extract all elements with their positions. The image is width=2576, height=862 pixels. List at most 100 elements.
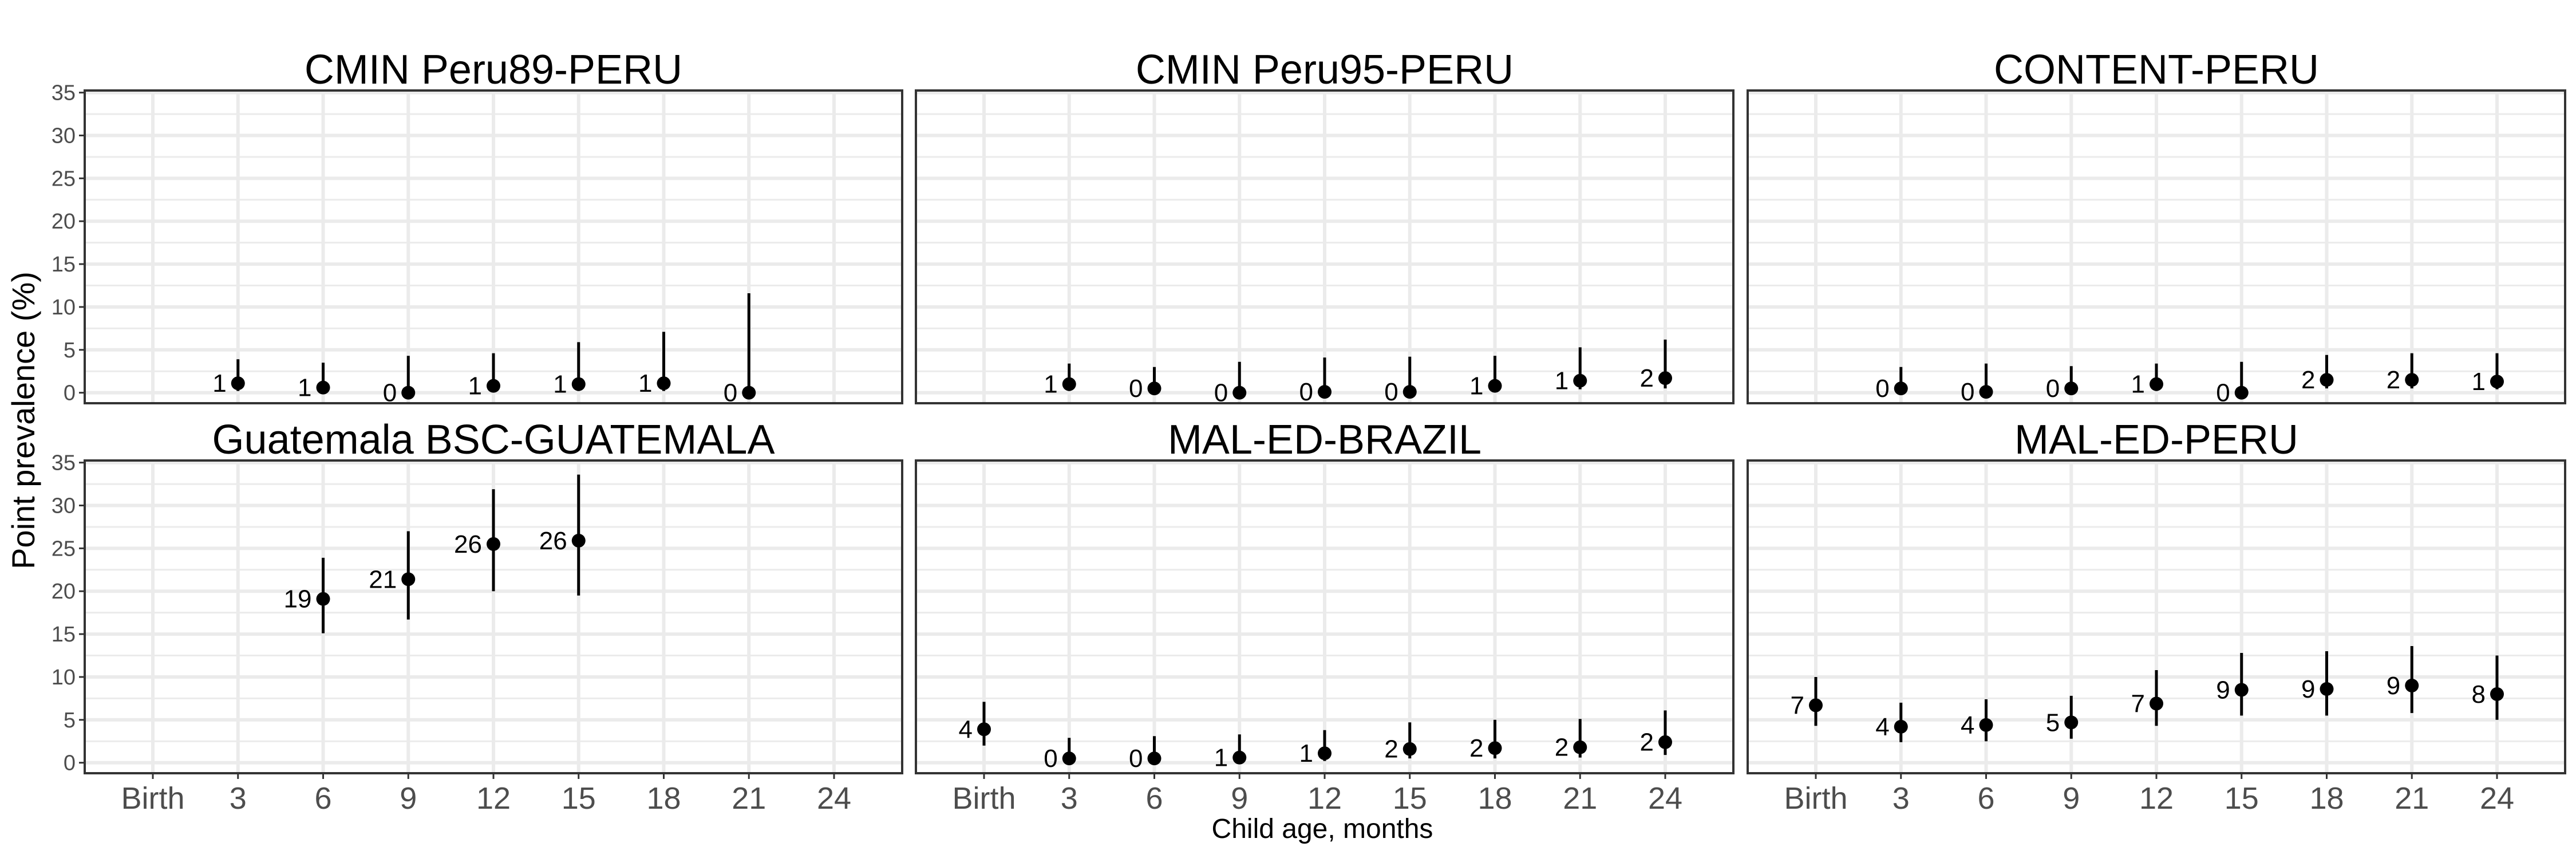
facet-panel: Guatemala BSC-GUATEMALA 0 5 10 15 20 25 30 35 Bir… <box>52 417 903 816</box>
y-tick-label: 5 <box>64 709 76 733</box>
data-point <box>1658 735 1672 749</box>
data-point <box>977 722 991 737</box>
x-tick-label: Birth <box>952 781 1016 816</box>
x-tick-label: 24 <box>817 781 851 816</box>
data-label: 7 <box>1791 691 1804 719</box>
data-label: 8 <box>2472 680 2486 709</box>
panel-title: CMIN Peru89-PERU <box>305 47 682 93</box>
data-label: 4 <box>959 715 973 743</box>
data-point <box>2064 381 2079 396</box>
panel-title: Guatemala BSC-GUATEMALA <box>212 417 775 463</box>
x-tick-label: 3 <box>1061 781 1078 816</box>
data-label: 1 <box>553 371 567 399</box>
data-label: 0 <box>1044 745 1057 773</box>
data-label: 0 <box>1129 745 1143 773</box>
data-point <box>1573 373 1587 388</box>
data-label: 26 <box>454 530 482 558</box>
x-tick-label: 24 <box>1648 781 1682 816</box>
data-point <box>1488 379 1502 393</box>
data-label: 0 <box>2216 379 2230 407</box>
data-label: 2 <box>1555 734 1568 762</box>
data-label: 5 <box>2046 709 2060 737</box>
data-label: 4 <box>1961 711 1974 739</box>
x-tick-label: 12 <box>1307 781 1342 816</box>
data-point <box>1402 742 1417 756</box>
y-tick-label: 35 <box>52 451 76 475</box>
y-tick-label: 10 <box>52 296 76 320</box>
data-point <box>1488 741 1502 755</box>
data-label: 26 <box>539 527 567 555</box>
x-axis-title: Child age, months <box>1212 814 1433 844</box>
y-tick-label: 25 <box>52 167 76 191</box>
data-point <box>1894 381 1908 396</box>
data-point <box>2150 377 2163 391</box>
x-tick-label: 3 <box>1893 781 1910 816</box>
data-label: 1 <box>298 374 311 402</box>
panel-border <box>84 89 903 404</box>
panel-title: CMIN Peru95-PERU <box>1136 47 1514 93</box>
y-tick-label: 30 <box>52 124 76 148</box>
data-label: 0 <box>1875 375 1889 403</box>
data-point <box>1318 385 1332 399</box>
data-point <box>2150 696 2163 711</box>
y-tick-label: 0 <box>64 381 76 406</box>
x-tick-label: 18 <box>1477 781 1512 816</box>
data-label: 21 <box>369 565 397 593</box>
data-point <box>1402 385 1417 399</box>
data-point <box>1809 698 1823 713</box>
data-point <box>571 533 586 548</box>
data-point <box>2234 683 2249 697</box>
data-label: 1 <box>1299 739 1313 767</box>
data-label: 2 <box>2301 366 2315 394</box>
data-label: 2 <box>1469 734 1483 762</box>
data-label: 9 <box>2387 672 2400 700</box>
facet-panel: CONTENT-PERU 0 0 0 1 0 2 2 1 <box>1747 47 2566 407</box>
x-tick-label: 15 <box>1393 781 1427 816</box>
data-point <box>1062 751 1076 766</box>
data-point <box>2064 715 2079 730</box>
data-point <box>571 377 586 391</box>
data-label: 7 <box>2131 690 2145 718</box>
panel-border <box>1747 89 2566 404</box>
data-point <box>742 385 756 400</box>
x-tick-label: 9 <box>400 781 417 816</box>
x-tick-label: Birth <box>121 781 184 816</box>
data-label: 0 <box>1214 379 1228 407</box>
x-tick-label: 15 <box>2225 781 2259 816</box>
data-label: 0 <box>383 379 397 407</box>
data-label: 4 <box>1875 713 1889 741</box>
x-tick-label: Birth <box>1784 781 1847 816</box>
x-tick-label: 21 <box>1563 781 1597 816</box>
data-point <box>401 572 416 587</box>
data-point <box>2490 375 2504 389</box>
data-label: 2 <box>1640 729 1654 757</box>
data-point <box>1573 740 1587 754</box>
data-point <box>2320 682 2334 696</box>
data-label: 1 <box>1044 371 1057 399</box>
data-label: 1 <box>212 369 226 397</box>
y-tick-label: 10 <box>52 666 76 690</box>
data-point <box>1147 751 1161 766</box>
data-label: 1 <box>1214 744 1228 772</box>
data-point <box>487 537 500 551</box>
data-label: 0 <box>1384 378 1398 406</box>
x-tick-label: 21 <box>732 781 766 816</box>
data-point <box>231 376 245 391</box>
data-point <box>487 379 500 393</box>
x-tick-label: 24 <box>2480 781 2514 816</box>
data-point <box>316 380 330 395</box>
x-tick-label: 6 <box>1145 781 1163 816</box>
data-label: 2 <box>2387 366 2400 394</box>
facet-panel: MAL-ED-PERU Birth 3 6 9 12 15 18 21 24 7 4 4 5 7 9 9 9 8 <box>1747 417 2566 816</box>
data-point <box>1894 719 1908 734</box>
data-label: 0 <box>1129 375 1143 403</box>
x-tick-label: 12 <box>476 781 511 816</box>
data-label: 1 <box>1469 372 1483 400</box>
panel-border <box>915 89 1735 404</box>
data-point <box>2405 678 2419 692</box>
data-label: 0 <box>724 379 737 407</box>
data-point <box>1232 750 1247 765</box>
